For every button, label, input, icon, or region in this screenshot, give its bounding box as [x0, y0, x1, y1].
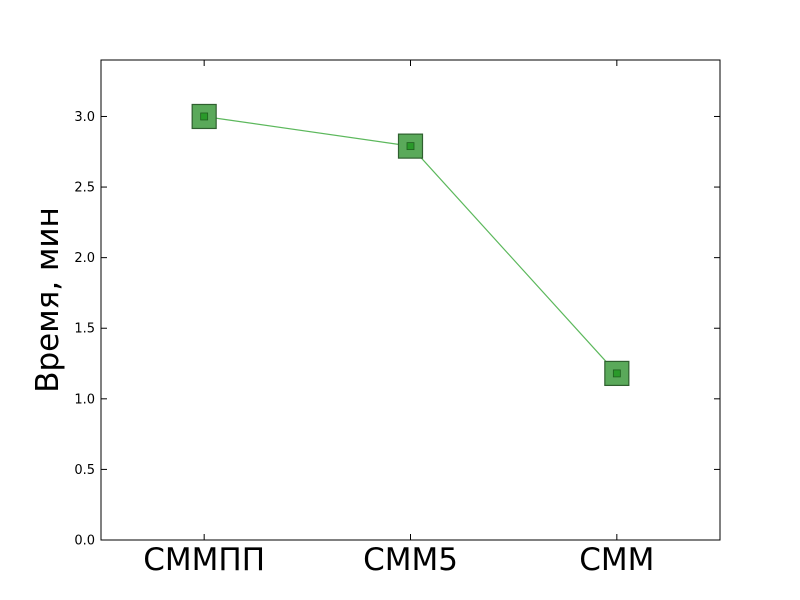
x-category-label: СММ	[579, 542, 654, 578]
data-point-inner-marker	[200, 112, 209, 121]
y-tick-label: 2.0	[74, 251, 95, 266]
y-tick-label: 0.0	[74, 534, 95, 549]
data-point-inner-marker	[612, 369, 621, 378]
series-group	[191, 103, 630, 387]
y-tick-label: 3.0	[74, 110, 95, 125]
y-tick-label: 1.5	[74, 322, 95, 337]
data-point-marker	[604, 360, 630, 387]
y-tick-label: 2.5	[74, 181, 95, 196]
y-tick-label: 1.0	[74, 392, 95, 407]
y-tick-label: 0.5	[74, 463, 95, 478]
data-point-inner-marker	[406, 142, 415, 151]
y-axis-label: Время, мин	[30, 207, 66, 393]
x-category-label: СММПП	[143, 542, 265, 578]
plot-area	[100, 59, 721, 541]
x-axis-ticks: СММПП СММ5 СММ	[143, 60, 654, 578]
y-axis-ticks: 0.0 0.5 1.0 1.5 2.0 2.5 3.0	[74, 110, 720, 549]
x-category-label: СММ5	[363, 542, 458, 578]
